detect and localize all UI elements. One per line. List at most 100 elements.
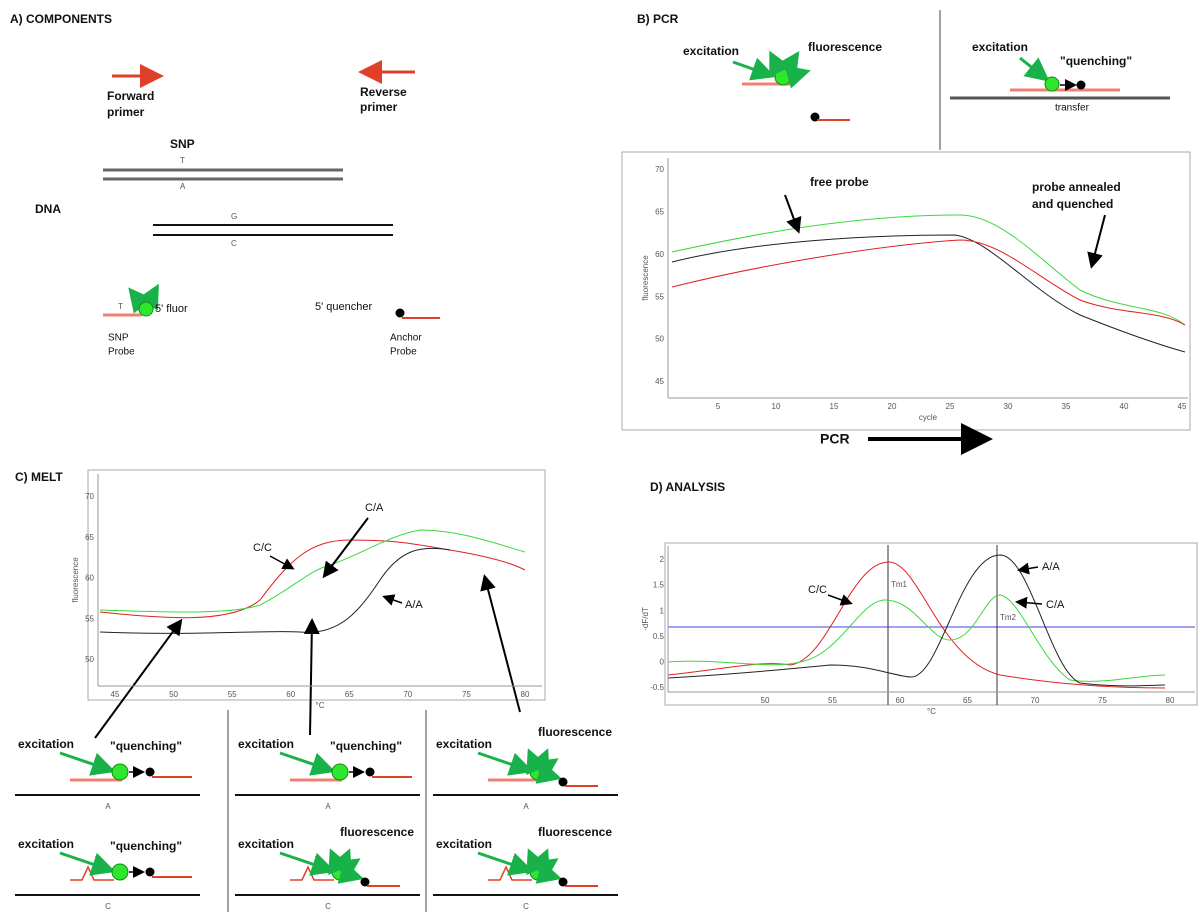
y-tick-label: 55 bbox=[655, 292, 664, 301]
x-tick-label: 60 bbox=[896, 696, 905, 705]
quencher bbox=[145, 867, 155, 877]
y-axis-label: fluorescence bbox=[641, 255, 650, 301]
annotation: free probe bbox=[810, 175, 869, 189]
probe bbox=[70, 865, 114, 881]
y-tick-label: 65 bbox=[655, 208, 664, 217]
label: Probe bbox=[108, 347, 135, 358]
label: excitation bbox=[18, 737, 74, 751]
x-tick-label: 5 bbox=[716, 402, 721, 411]
label: A bbox=[180, 182, 186, 191]
x-tick-label: 50 bbox=[169, 690, 178, 699]
quencher bbox=[145, 767, 155, 777]
y-tick-label: 60 bbox=[85, 574, 94, 583]
x-tick-label: 50 bbox=[761, 696, 770, 705]
arrow bbox=[1017, 562, 1039, 575]
label: excitation bbox=[18, 837, 74, 851]
curve bbox=[667, 561, 1166, 689]
curve bbox=[667, 554, 1166, 687]
label: SNP bbox=[108, 333, 129, 344]
y-tick-label: 70 bbox=[655, 165, 664, 174]
x-tick-label: 20 bbox=[888, 402, 897, 411]
arrow bbox=[477, 751, 534, 776]
label: fluorescence bbox=[538, 825, 612, 839]
label: transfer bbox=[1055, 103, 1090, 114]
y-tick-label: 50 bbox=[655, 335, 664, 344]
arrow bbox=[827, 594, 853, 606]
y-tick-label: 1.5 bbox=[653, 581, 665, 590]
y-tick-label: 65 bbox=[85, 533, 94, 542]
ray bbox=[531, 858, 559, 882]
y-tick-label: 55 bbox=[85, 614, 94, 623]
ray bbox=[527, 848, 550, 876]
strand-label: A bbox=[325, 802, 331, 811]
y-tick-label: 1 bbox=[660, 606, 665, 615]
label: fluorescence bbox=[538, 725, 612, 739]
annotation: C/C bbox=[253, 542, 272, 554]
fluor bbox=[111, 763, 129, 781]
arrow bbox=[322, 517, 369, 579]
label: primer bbox=[107, 105, 145, 119]
label: 5' fluor bbox=[155, 303, 188, 315]
panel-c: C) MELT C/C C/A A/A excitation "quenching… bbox=[15, 469, 618, 912]
chart-frame bbox=[664, 542, 1198, 706]
annotation: A/A bbox=[1042, 561, 1060, 573]
arrow bbox=[303, 618, 320, 736]
y-tick-label: 50 bbox=[85, 655, 94, 664]
annotation: C/C bbox=[808, 584, 827, 596]
x-tick-label: 65 bbox=[345, 690, 354, 699]
label: Tm1 bbox=[891, 580, 908, 589]
base-label: T bbox=[95, 855, 100, 864]
x-tick-label: 45 bbox=[111, 690, 120, 699]
label: Tm2 bbox=[1000, 613, 1017, 622]
x-tick-label: 80 bbox=[1166, 696, 1175, 705]
x-tick-label: 10 bbox=[772, 402, 781, 411]
annotation: and quenched bbox=[1032, 197, 1113, 211]
label: excitation bbox=[683, 44, 739, 58]
fluor bbox=[529, 863, 547, 881]
label: "quenching" bbox=[110, 839, 182, 853]
annotation: probe annealed bbox=[1032, 180, 1121, 194]
x-axis-label: °C bbox=[316, 701, 325, 710]
ray bbox=[128, 287, 153, 314]
arrow bbox=[269, 555, 295, 570]
ray bbox=[337, 860, 364, 884]
curve bbox=[671, 214, 1186, 326]
label: Reverse bbox=[360, 85, 407, 99]
label: 5' quencher bbox=[315, 301, 372, 313]
label: "quenching" bbox=[330, 739, 402, 753]
arrow bbox=[784, 194, 802, 234]
strand-label: C bbox=[523, 902, 529, 911]
ray bbox=[784, 65, 811, 89]
annotation: C/A bbox=[1046, 599, 1065, 611]
x-tick-label: 75 bbox=[462, 690, 471, 699]
fluor bbox=[111, 863, 129, 881]
x-tick-label: 60 bbox=[286, 690, 295, 699]
ray bbox=[776, 51, 800, 78]
curve bbox=[99, 539, 526, 619]
label: fluorescence bbox=[340, 825, 414, 839]
curve bbox=[667, 594, 1166, 682]
x-tick-label: 45 bbox=[1178, 402, 1187, 411]
fluor bbox=[774, 68, 792, 86]
x-axis-label: °C bbox=[927, 707, 936, 716]
label: "quenching" bbox=[110, 739, 182, 753]
label: excitation bbox=[972, 40, 1028, 54]
strand-label: A bbox=[523, 802, 529, 811]
label: C bbox=[231, 239, 237, 248]
ray bbox=[527, 748, 550, 776]
label: SNP bbox=[170, 137, 195, 151]
y-tick-label: 70 bbox=[85, 492, 94, 501]
probe bbox=[488, 865, 532, 881]
label: primer bbox=[360, 100, 398, 114]
x-tick-label: 40 bbox=[1120, 402, 1129, 411]
panel-title: A) COMPONENTS bbox=[10, 12, 112, 26]
annotation: A/A bbox=[405, 599, 423, 611]
quencher bbox=[558, 777, 568, 787]
y-tick-label: -0.5 bbox=[650, 683, 664, 692]
label: excitation bbox=[436, 737, 492, 751]
y-axis-label: -dF/dT bbox=[641, 607, 650, 631]
label: excitation bbox=[238, 737, 294, 751]
